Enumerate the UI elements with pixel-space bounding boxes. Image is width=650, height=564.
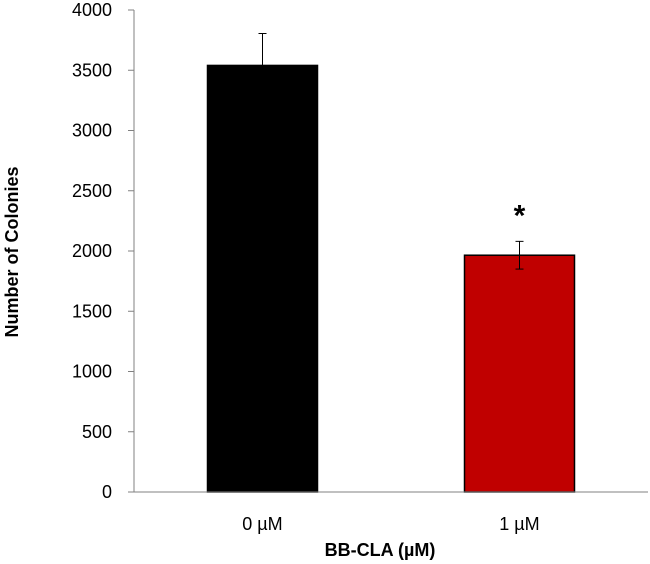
error-bars bbox=[258, 32, 524, 270]
x-axis-title: BB-CLA (µM) bbox=[325, 540, 436, 560]
y-axis-ticks: 0 500 1000 1500 2000 2500 3000 3500 4000 bbox=[72, 0, 134, 502]
bar bbox=[206, 64, 319, 493]
bar bbox=[463, 254, 576, 493]
bars bbox=[206, 64, 576, 493]
x-axis-tick-labels: 0 µM 1 µM bbox=[242, 514, 539, 534]
y-axis-title: Number of Colonies bbox=[2, 166, 22, 337]
x-tick-label: 1 µM bbox=[499, 514, 539, 534]
x-tick-label: 0 µM bbox=[242, 514, 282, 534]
y-tick-label: 4000 bbox=[72, 0, 112, 20]
y-tick-label: 3500 bbox=[72, 60, 112, 80]
annotations: * bbox=[514, 199, 526, 232]
y-tick-label: 1500 bbox=[72, 301, 112, 321]
significance-marker: * bbox=[514, 199, 526, 232]
y-tick-label: 0 bbox=[102, 482, 112, 502]
y-tick-label: 1000 bbox=[72, 362, 112, 382]
y-tick-label: 500 bbox=[82, 422, 112, 442]
y-tick-label: 2000 bbox=[72, 241, 112, 261]
y-tick-label: 2500 bbox=[72, 181, 112, 201]
y-tick-label: 3000 bbox=[72, 121, 112, 141]
